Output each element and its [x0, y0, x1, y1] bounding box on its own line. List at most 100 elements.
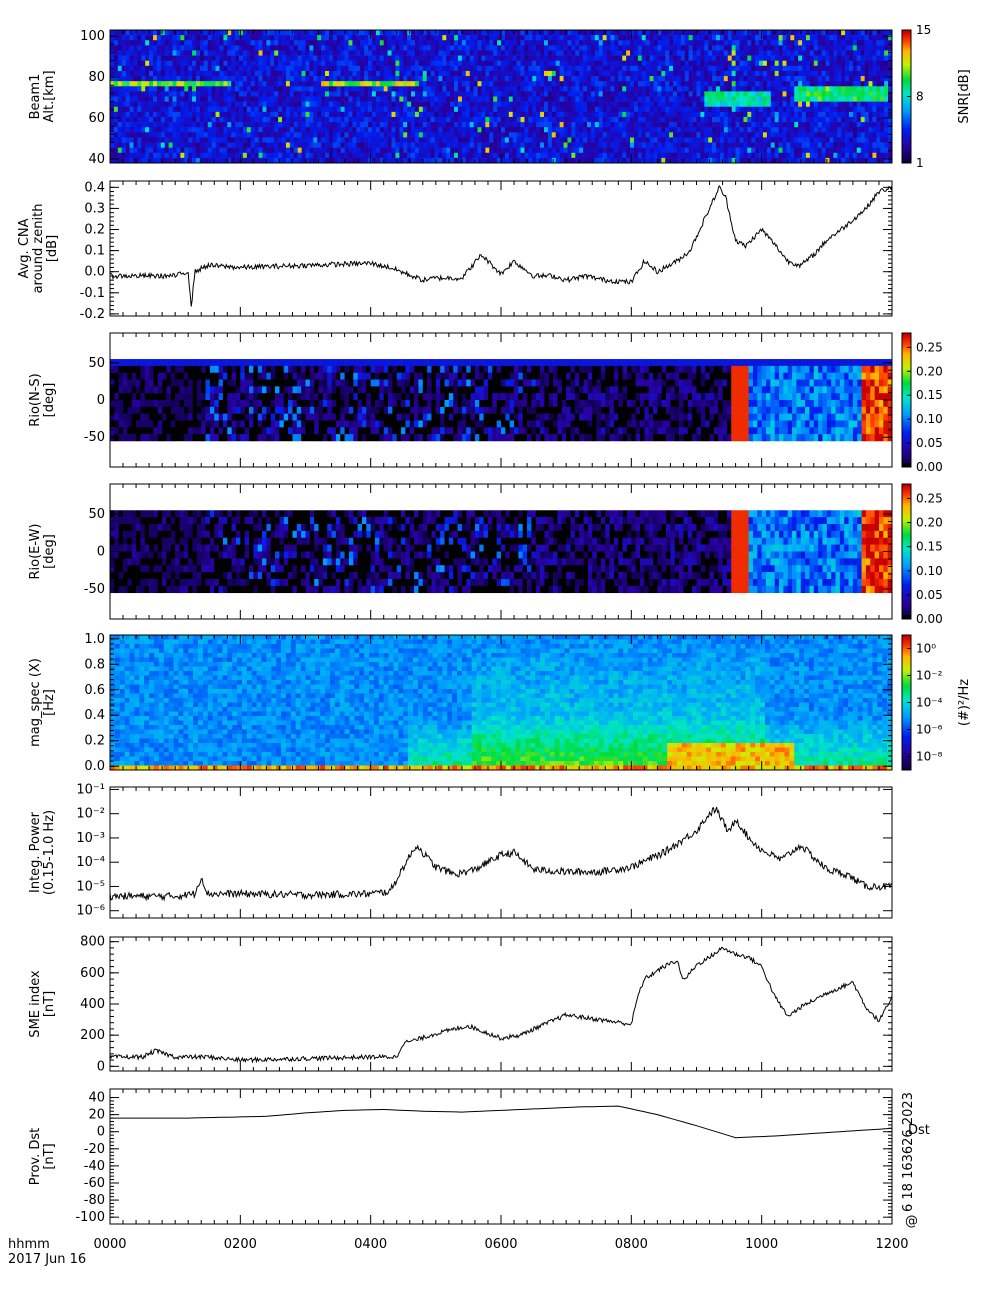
heatmap-cell: [176, 132, 181, 138]
heatmap-cell: [579, 152, 584, 159]
heatmap-cell: [184, 127, 189, 133]
heatmap-cell: [223, 142, 228, 148]
heatmap-cell: [501, 65, 506, 72]
heatmap-cell: [598, 96, 603, 102]
heatmap-cell: [716, 81, 721, 87]
heatmap-cell: [188, 116, 193, 123]
heatmap-cell: [262, 35, 267, 41]
heatmap-cell: [285, 35, 291, 41]
heatmap-cell: [227, 157, 232, 164]
heatmap-cell: [203, 55, 209, 61]
heatmap-cell: [188, 127, 193, 133]
heatmap-cell: [712, 35, 717, 41]
heatmap-cell: [239, 152, 244, 159]
heatmap-cell: [426, 106, 431, 113]
heatmap-cell: [762, 96, 768, 102]
heatmap-cell: [215, 55, 220, 61]
heatmap-cell: [790, 137, 795, 143]
heatmap-cell: [673, 111, 678, 118]
heatmap-cell: [829, 132, 834, 138]
heatmap-cell: [653, 86, 658, 92]
heatmap-cell: [422, 132, 428, 138]
heatmap-cell: [250, 101, 255, 108]
heatmap-cell: [399, 70, 404, 77]
heatmap-cell: [332, 122, 338, 128]
heatmap-cell: [563, 142, 568, 148]
heatmap-cell: [532, 152, 537, 159]
heatmap-cell: [340, 50, 345, 56]
heatmap-cell: [833, 35, 838, 41]
heatmap-cell: [168, 30, 173, 36]
heatmap-cell: [618, 147, 623, 154]
heatmap-cell: [645, 81, 650, 87]
heatmap-cell: [156, 96, 162, 102]
heatmap-cell: [735, 132, 740, 138]
heatmap-cell: [293, 50, 298, 56]
heatmap-cell: [743, 30, 748, 36]
heatmap-cell: [438, 70, 443, 77]
heatmap-cell: [676, 70, 682, 77]
heatmap-cell: [630, 106, 635, 113]
heatmap-cell: [696, 45, 701, 51]
heatmap-cell: [481, 101, 486, 108]
heatmap-cell: [618, 101, 623, 108]
heatmap-cell: [532, 65, 537, 72]
heatmap-cell: [438, 122, 443, 128]
heatmap-cell: [454, 86, 459, 92]
heatmap-cell: [231, 142, 236, 148]
heatmap-cell: [403, 96, 408, 102]
heatmap-cell: [755, 76, 760, 82]
heatmap-cell: [516, 65, 521, 72]
heatmap-cell: [481, 55, 486, 61]
heatmap-cell: [575, 142, 580, 148]
heatmap-cell: [422, 70, 428, 77]
heatmap-cell: [262, 111, 267, 118]
heatmap-cell: [845, 157, 850, 164]
heatmap-cell: [786, 101, 791, 108]
heatmap-cell: [278, 137, 283, 143]
heatmap-cell: [414, 101, 420, 108]
heatmap-cell: [661, 86, 666, 92]
heatmap-cell: [227, 137, 232, 143]
heatmap-cell: [614, 96, 619, 102]
heatmap-cell: [192, 91, 197, 97]
heatmap-cell: [770, 101, 775, 108]
heatmap-cell: [270, 106, 275, 113]
heatmap-cell: [743, 157, 748, 164]
heatmap-cell: [477, 65, 482, 72]
heatmap-cell: [817, 116, 822, 123]
heatmap-cell: [250, 157, 255, 164]
heatmap-cell: [383, 147, 388, 154]
heatmap-cell: [336, 127, 341, 133]
heatmap-cell: [770, 142, 775, 148]
heatmap-cell: [285, 106, 291, 113]
heatmap-cell: [305, 147, 310, 154]
heatmap-cell: [305, 86, 310, 92]
heatmap-cell: [207, 101, 212, 108]
heatmap-cell: [356, 55, 361, 61]
heatmap-cell: [317, 106, 322, 113]
heatmap-cell: [403, 137, 408, 143]
heatmap-cell: [731, 50, 736, 56]
heatmap-cell: [211, 142, 216, 148]
heatmap-cell: [661, 111, 666, 118]
heatmap-cell: [317, 45, 322, 51]
heatmap-cell: [489, 116, 494, 123]
heatmap-cell: [571, 86, 576, 92]
heatmap-cell: [411, 101, 416, 108]
heatmap-cell: [692, 127, 697, 133]
heatmap-cell: [782, 55, 787, 61]
heatmap-cell: [395, 30, 400, 36]
heatmap-cell: [610, 35, 615, 41]
heatmap-cell: [684, 111, 689, 118]
heatmap-cell: [544, 147, 549, 154]
heatmap-cell: [278, 142, 283, 148]
heatmap-cell: [852, 137, 858, 143]
heatmap-cell: [673, 101, 678, 108]
heatmap-cell: [164, 50, 169, 56]
heatmap-cell: [481, 60, 486, 67]
heatmap-cell: [704, 45, 709, 51]
heatmap-cell: [153, 152, 158, 159]
heatmap-cell: [133, 137, 138, 143]
heatmap-cell: [856, 70, 862, 77]
